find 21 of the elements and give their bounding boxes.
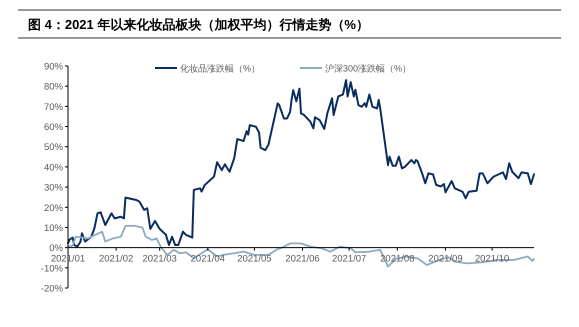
y-tick-label: 40%: [44, 162, 64, 174]
chart-title: 图 4：2021 年以来化妆品板块（加权平均）行情走势（%）: [28, 17, 369, 32]
x-tick-label: 2021/03: [142, 254, 177, 265]
y-tick-label: 20%: [44, 202, 64, 214]
y-tick-label: 0%: [49, 243, 64, 254]
legend-label: 化妆品涨跌幅（%）: [180, 64, 260, 74]
x-tick-label: 2021/07: [332, 254, 366, 265]
x-tick-label: 2021/05: [237, 254, 272, 265]
y-tick-label: 50%: [44, 142, 64, 154]
x-tick-label: 2021/06: [285, 254, 320, 265]
y-tick-label: -20%: [40, 284, 64, 294]
x-tick-label: 2021/04: [190, 254, 225, 265]
x-tick-label: 2021/02: [98, 254, 134, 265]
y-tick-label: 80%: [44, 82, 64, 93]
legend-label: 沪深300涨跌幅（%）: [325, 64, 412, 74]
y-tick-label: -10%: [40, 263, 64, 274]
y-tick-label: 10%: [44, 222, 64, 234]
y-tick-label: 70%: [44, 102, 64, 113]
y-tick-label: 30%: [44, 182, 64, 194]
y-tick-label: 60%: [44, 122, 64, 134]
y-tick-label: 90%: [44, 62, 64, 72]
